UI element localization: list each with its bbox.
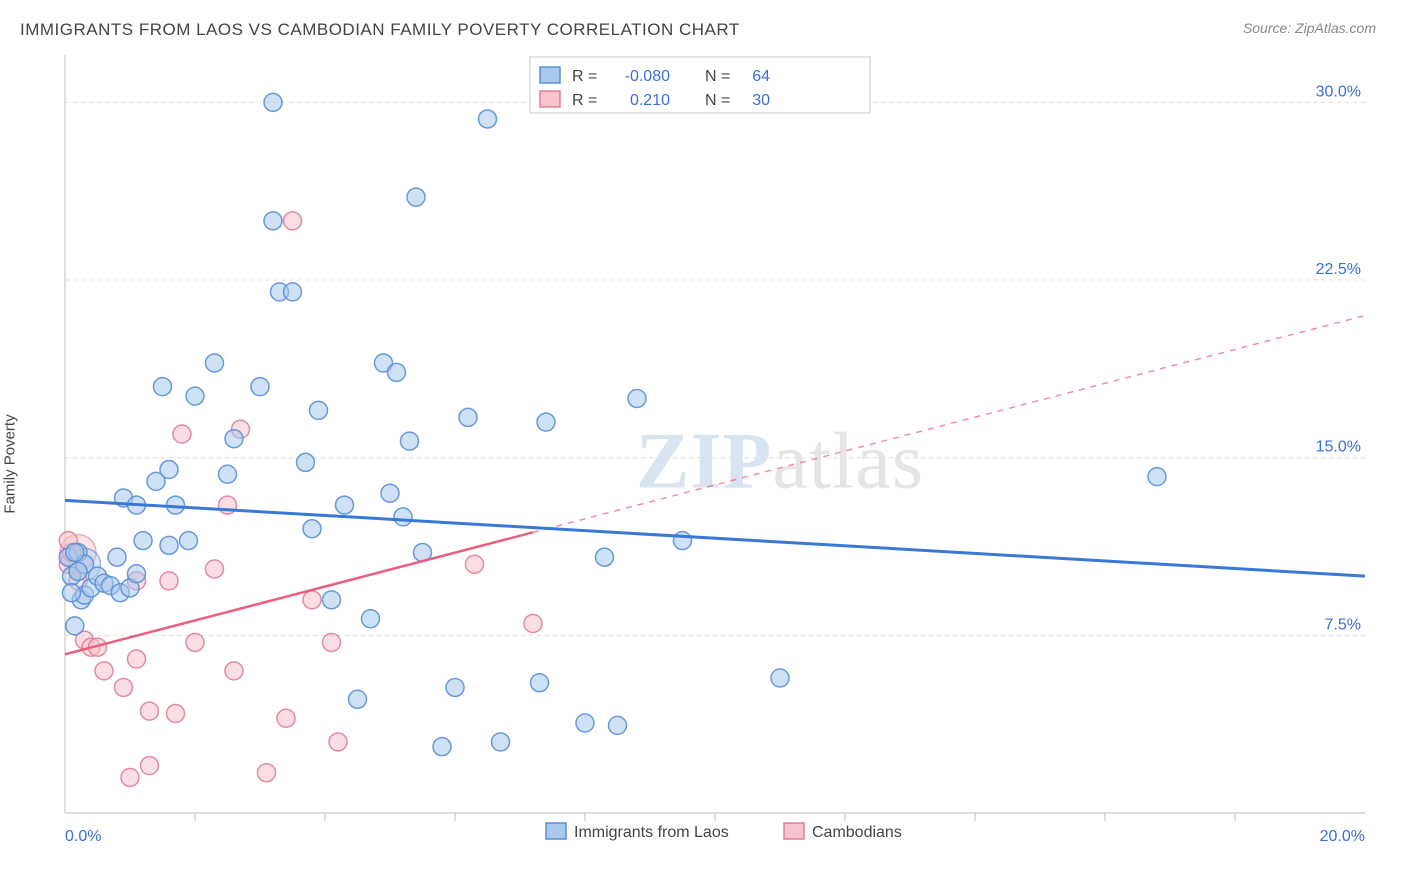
data-point [180,532,198,550]
data-point [433,738,451,756]
data-point [173,425,191,443]
data-point [628,389,646,407]
data-point [264,93,282,111]
scatter-chart: 7.5% 15.0% 22.5% 30.0% 0.0% 20.0% ZIPatlas R = -… [20,55,1386,875]
data-point [128,650,146,668]
data-point [154,378,172,396]
y-tick-label: 15.0% [1316,439,1361,456]
legend-swatch [546,823,566,839]
data-point [160,461,178,479]
legend-swatch [784,823,804,839]
data-point [121,768,139,786]
data-point [277,709,295,727]
data-point [537,413,555,431]
x-tick-label-min: 0.0% [65,828,101,845]
data-point [310,401,328,419]
data-point [492,733,510,751]
data-point [225,662,243,680]
data-point [167,705,185,723]
data-point [284,283,302,301]
data-point [206,354,224,372]
data-point [323,591,341,609]
data-point [66,543,84,561]
data-point [771,669,789,687]
data-point [69,562,87,580]
data-point [1148,468,1166,486]
data-point [160,572,178,590]
svg-text:N =: N = [705,92,730,109]
data-point [225,430,243,448]
data-point [95,662,113,680]
data-point [459,408,477,426]
legend-label: Immigrants from Laos [574,824,729,841]
data-point [407,188,425,206]
data-point [466,555,484,573]
data-point [323,633,341,651]
data-point [63,584,81,602]
data-point [134,532,152,550]
data-point [524,615,542,633]
data-point [362,610,380,628]
source-credit: Source: ZipAtlas.com [1243,20,1376,36]
data-point [141,702,159,720]
data-point [264,212,282,230]
y-tick-label: 7.5% [1325,616,1361,633]
data-point [394,508,412,526]
data-point [160,536,178,554]
y-axis-label: Family Poverty [2,414,19,513]
data-point [186,387,204,405]
data-point [446,678,464,696]
source-name: ZipAtlas.com [1295,20,1376,36]
data-point [66,617,84,635]
data-point [531,674,549,692]
data-point [329,733,347,751]
chart-container: Family Poverty 7.5%15.0%22.5%30.0%0.0%20… [20,55,1386,872]
source-prefix: Source: [1243,20,1295,36]
trend-line [65,500,1365,576]
legend-r-value: -0.080 [625,68,670,85]
watermark: ZIPatlas [636,418,924,506]
stats-legend: R = -0.080 N = 64 R = 0.210 N = 30 [530,57,870,113]
data-point [186,633,204,651]
data-point [349,690,367,708]
data-point [128,565,146,583]
data-point [297,453,315,471]
data-point [336,496,354,514]
data-point [381,484,399,502]
svg-text:R =: R = [572,68,597,85]
legend-n-value: 30 [752,92,770,109]
data-point [219,465,237,483]
svg-text:N =: N = [705,68,730,85]
legend-n-value: 64 [752,68,770,85]
x-tick-label-max: 20.0% [1320,828,1365,845]
data-point [115,678,133,696]
data-point [303,520,321,538]
svg-text:R =: R = [572,92,597,109]
data-point [479,110,497,128]
legend-label: Cambodians [812,824,902,841]
y-tick-label: 22.5% [1316,261,1361,278]
data-point [108,548,126,566]
data-point [401,432,419,450]
data-point [576,714,594,732]
data-point [388,363,406,381]
y-tick-label: 30.0% [1316,83,1361,100]
chart-title: IMMIGRANTS FROM LAOS VS CAMBODIAN FAMILY… [20,20,740,39]
legend-r-value: 0.210 [630,92,670,109]
data-point [674,532,692,550]
data-point [141,757,159,775]
data-point [303,591,321,609]
data-point [284,212,302,230]
data-point [206,560,224,578]
data-point [609,716,627,734]
data-point [258,764,276,782]
data-point [251,378,269,396]
data-point [596,548,614,566]
